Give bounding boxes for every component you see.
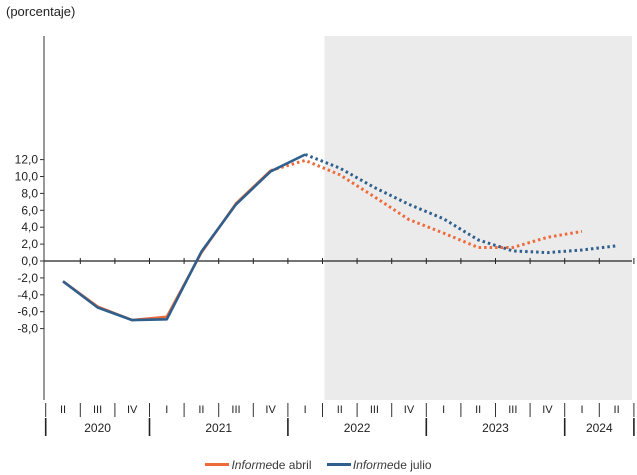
y-tick-label: 2,0: [21, 237, 38, 251]
quarter-label: III: [93, 404, 102, 416]
series-1-actual-line: [62, 153, 306, 322]
quarter-label: III: [508, 404, 517, 416]
legend-label-julio-rest: de julio: [393, 457, 432, 472]
quarter-label: I: [580, 404, 583, 416]
quarter-label: III: [231, 404, 240, 416]
quarter-label: IV: [542, 404, 553, 416]
y-tick-label: -8,0: [17, 322, 38, 336]
legend-swatch-abril: [205, 463, 230, 466]
series-1-projected-line: [304, 153, 617, 255]
y-tick-label: 0,0: [21, 254, 38, 268]
series-0-actual-line: [62, 169, 272, 322]
y-tick-label: 6,0: [21, 203, 38, 217]
year-label: 2022: [344, 421, 371, 435]
legend-label-julio-emph: Informe: [352, 457, 394, 472]
quarter-label: II: [198, 404, 204, 416]
year-label: 2023: [482, 421, 509, 435]
quarter-label: II: [475, 404, 481, 416]
y-axis-unit-label: (porcentaje): [6, 4, 76, 19]
y-tick-label: -4,0: [17, 288, 38, 302]
y-tick-label: 10,0: [15, 170, 39, 184]
line-chart: 12,0 10,0 8,0 6,0 4,0 2,0 0,0 -2,0 -4,0 -6,0 -8,0 I…: [15, 36, 635, 436]
y-tick-label: 8,0: [21, 186, 38, 200]
y-tick-label: 12,0: [15, 153, 39, 167]
quarter-label: II: [337, 404, 343, 416]
legend-swatch-julio: [326, 463, 351, 466]
quarter-label: IV: [127, 404, 138, 416]
year-label: 2020: [84, 421, 111, 435]
y-tick-label: 4,0: [21, 220, 38, 234]
y-tick-label: -2,0: [17, 271, 38, 285]
legend: Informe de abril Informe de julio: [0, 455, 637, 472]
quarter-label: II: [614, 404, 620, 416]
legend-label-abril-rest: de abril: [272, 457, 312, 472]
y-tick-label: -6,0: [17, 305, 38, 319]
quarter-label: III: [370, 404, 379, 416]
quarter-label: IV: [404, 404, 415, 416]
quarter-label: I: [304, 404, 307, 416]
legend-item-julio: Informe de julio: [326, 457, 432, 472]
quarter-label: I: [442, 404, 445, 416]
quarter-label: I: [165, 404, 168, 416]
year-label: 2024: [586, 421, 613, 435]
year-label: 2021: [205, 421, 232, 435]
legend-item-abril: Informe de abril: [205, 458, 311, 472]
legend-label-abril-emph: Informe: [231, 457, 273, 472]
quarter-label: IV: [265, 404, 276, 416]
quarter-label: II: [60, 404, 66, 416]
projection-shading: [324, 36, 632, 400]
